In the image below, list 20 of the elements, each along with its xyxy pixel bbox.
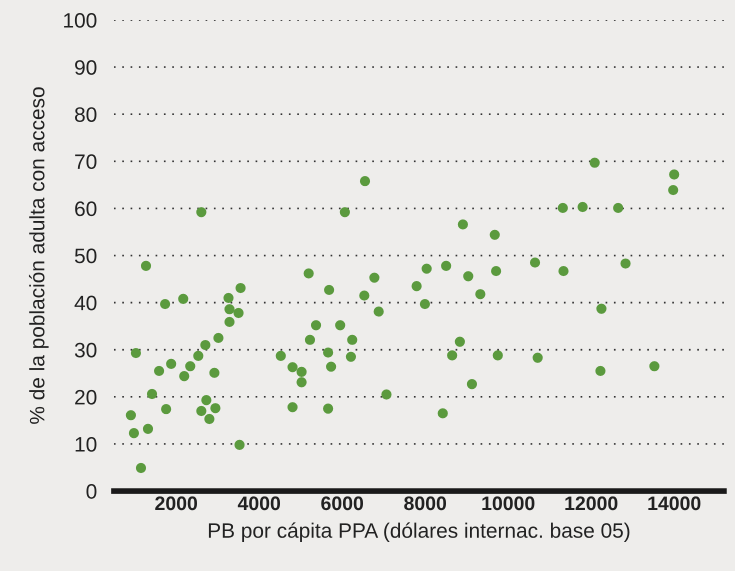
- y-tick-label: 90: [75, 60, 96, 75]
- x-tick-label: 6000: [321, 496, 364, 510]
- y-tick-label: 20: [75, 390, 96, 405]
- y-tick-label: 50: [74, 248, 96, 264]
- x-tick-label: 4000: [238, 496, 280, 510]
- y-tick-label: 70: [75, 154, 96, 170]
- x-tick-label: 8000: [404, 496, 446, 510]
- y-tick-label: 40: [74, 296, 96, 310]
- y-tick-label: 0: [86, 484, 96, 499]
- y-tick-label: 10: [76, 436, 96, 452]
- x-tick-label: 14000: [648, 496, 700, 510]
- x-tick-label: 12000: [565, 496, 618, 510]
- y-tick-label: 30: [74, 342, 96, 358]
- y-axis-title: % de la población adulta con acceso: [28, 87, 49, 424]
- y-tick-label: 80: [74, 107, 96, 122]
- x-tick-label: 10000: [482, 496, 534, 510]
- x-axis-title: PB por cápita PPA (dólares internac. base 05): [208, 522, 630, 542]
- y-tick-label: 100: [64, 12, 96, 28]
- x-tick-label: 2000: [155, 496, 198, 510]
- y-tick-label: 60: [75, 201, 96, 216]
